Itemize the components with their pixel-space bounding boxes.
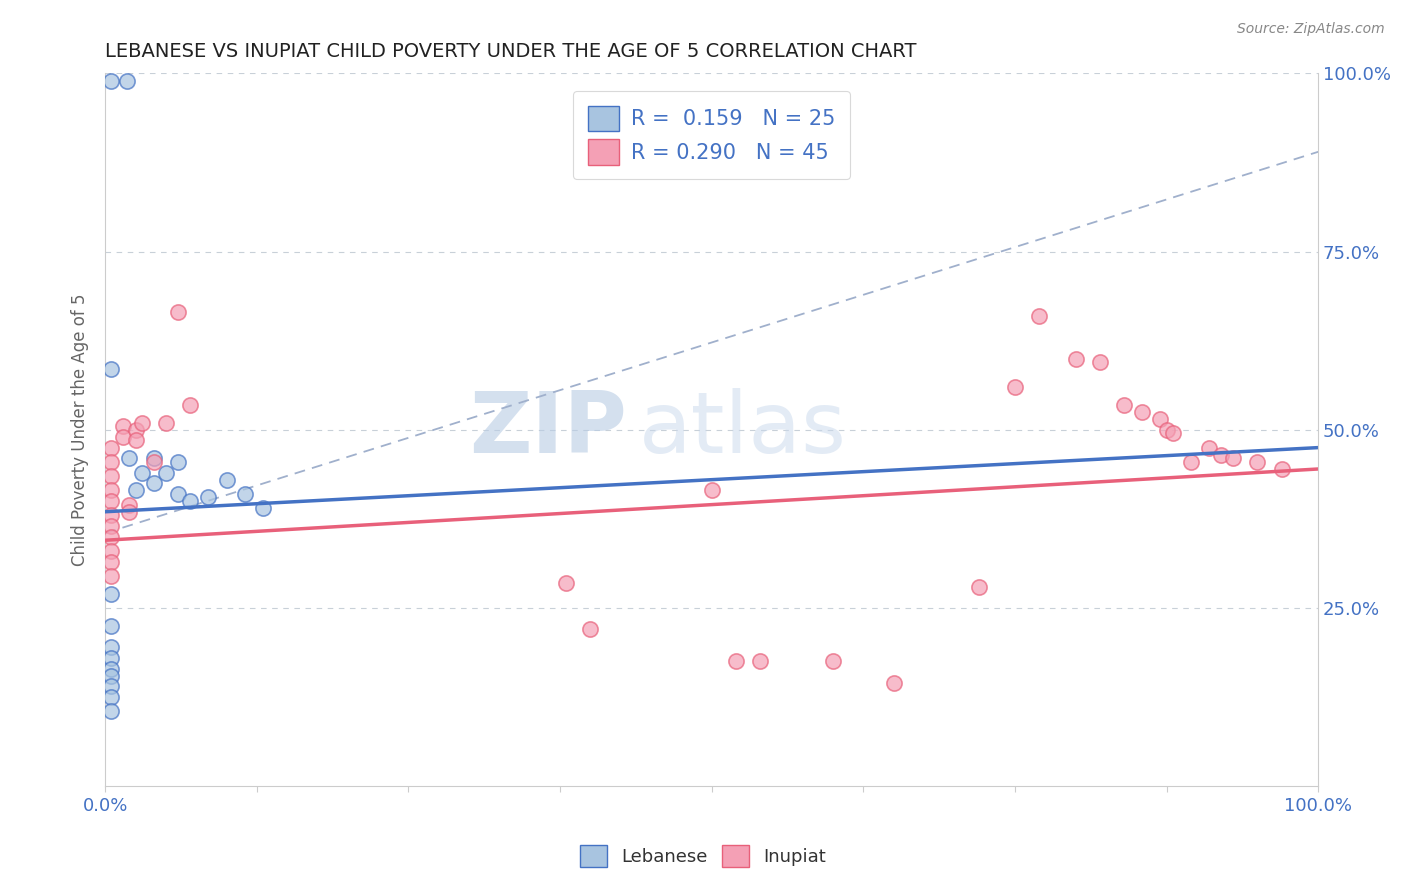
Point <box>724 654 747 668</box>
Point <box>233 487 256 501</box>
Text: ZIP: ZIP <box>470 388 627 471</box>
Point <box>179 398 201 412</box>
Point <box>100 483 122 498</box>
Text: atlas: atlas <box>638 388 846 471</box>
Point <box>124 434 146 448</box>
Point <box>100 508 122 523</box>
Point <box>1112 398 1135 412</box>
Point <box>1130 405 1153 419</box>
Point <box>967 580 990 594</box>
Point <box>1149 412 1171 426</box>
Point <box>555 576 578 591</box>
Point <box>1222 451 1244 466</box>
Point <box>131 466 153 480</box>
Point <box>112 430 135 444</box>
Legend: R =  0.159   N = 25, R = 0.290   N = 45: R = 0.159 N = 25, R = 0.290 N = 45 <box>574 91 851 179</box>
Point <box>118 451 141 466</box>
Point <box>1209 448 1232 462</box>
Y-axis label: Child Poverty Under the Age of 5: Child Poverty Under the Age of 5 <box>72 293 89 566</box>
Point <box>1156 423 1178 437</box>
Point <box>100 544 122 558</box>
Point <box>1271 462 1294 476</box>
Point <box>100 441 122 455</box>
Point <box>167 487 190 501</box>
Point <box>1088 355 1111 369</box>
Point <box>252 501 274 516</box>
Point <box>579 623 602 637</box>
Point <box>115 73 138 87</box>
Point <box>131 416 153 430</box>
Point <box>124 423 146 437</box>
Point <box>179 494 201 508</box>
Point <box>100 455 122 469</box>
Point <box>155 466 177 480</box>
Point <box>124 483 146 498</box>
Point <box>112 419 135 434</box>
Point <box>100 530 122 544</box>
Point <box>100 587 122 601</box>
Point <box>167 455 190 469</box>
Point <box>167 305 190 319</box>
Point <box>883 675 905 690</box>
Point <box>100 690 122 704</box>
Point <box>142 451 165 466</box>
Point <box>100 661 122 675</box>
Point <box>100 704 122 718</box>
Point <box>100 73 122 87</box>
Point <box>821 654 844 668</box>
Point <box>100 494 122 508</box>
Point <box>118 498 141 512</box>
Point <box>1064 351 1087 366</box>
Point <box>100 619 122 633</box>
Text: Source: ZipAtlas.com: Source: ZipAtlas.com <box>1237 22 1385 37</box>
Point <box>155 416 177 430</box>
Point <box>1004 380 1026 394</box>
Point <box>1198 441 1220 455</box>
Text: LEBANESE VS INUPIAT CHILD POVERTY UNDER THE AGE OF 5 CORRELATION CHART: LEBANESE VS INUPIAT CHILD POVERTY UNDER … <box>105 42 917 61</box>
Point <box>1028 309 1050 323</box>
Point <box>142 455 165 469</box>
Point <box>100 640 122 655</box>
Point <box>100 519 122 533</box>
Point <box>749 654 772 668</box>
Point <box>1180 455 1202 469</box>
Point <box>142 476 165 491</box>
Point <box>100 651 122 665</box>
Point <box>100 362 122 376</box>
Point <box>215 473 238 487</box>
Point <box>1246 455 1268 469</box>
Point <box>700 483 723 498</box>
Point <box>100 469 122 483</box>
Point <box>100 555 122 569</box>
Point <box>1161 426 1184 441</box>
Point <box>100 679 122 693</box>
Point <box>118 505 141 519</box>
Legend: Lebanese, Inupiat: Lebanese, Inupiat <box>572 838 834 874</box>
Point <box>100 569 122 583</box>
Point <box>197 491 219 505</box>
Point <box>100 668 122 682</box>
